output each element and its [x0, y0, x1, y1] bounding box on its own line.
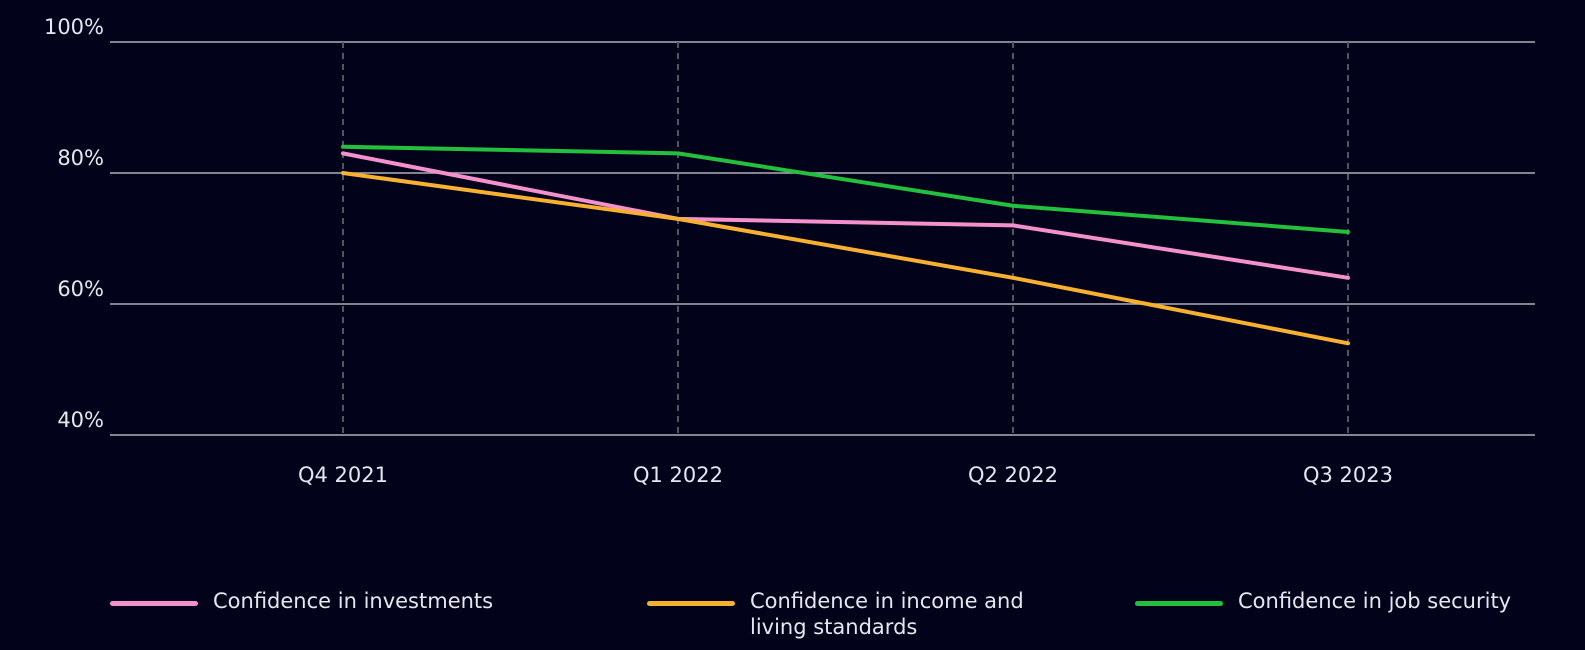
- legend-label: Confidence in job security: [1238, 589, 1512, 613]
- legend-label: Confidence in investments: [213, 589, 494, 613]
- series-line: [341, 151, 1350, 280]
- x-tick-label: Q4 2021: [298, 463, 388, 487]
- legend-item: Confidence in job security: [1135, 588, 1511, 614]
- legend-item: Confidence in income and living standard…: [647, 588, 1040, 640]
- series-line: [341, 171, 1350, 346]
- legend: Confidence in investments Confidence in i…: [0, 588, 1585, 650]
- x-tick-label: Q1 2022: [633, 463, 723, 487]
- chart: 40% 60% 80% 100% Q4 2021 Q1 2022 Q2 2022 Q3 202…: [44, 15, 1535, 487]
- y-tick-label: 80%: [57, 146, 104, 170]
- y-tick-label: 40%: [57, 408, 104, 432]
- legend-label: Confidence in income and living standard…: [750, 589, 1024, 639]
- legend-item: Confidence in investments: [110, 588, 493, 614]
- legend-swatch: [110, 601, 198, 606]
- x-tick-label: Q2 2022: [968, 463, 1058, 487]
- y-tick-label: 60%: [57, 277, 104, 301]
- series-line: [341, 144, 1350, 234]
- y-tick-label: 100%: [44, 15, 104, 39]
- legend-swatch: [647, 601, 735, 606]
- legend-swatch: [1135, 601, 1223, 606]
- x-tick-label: Q3 2023: [1303, 463, 1393, 487]
